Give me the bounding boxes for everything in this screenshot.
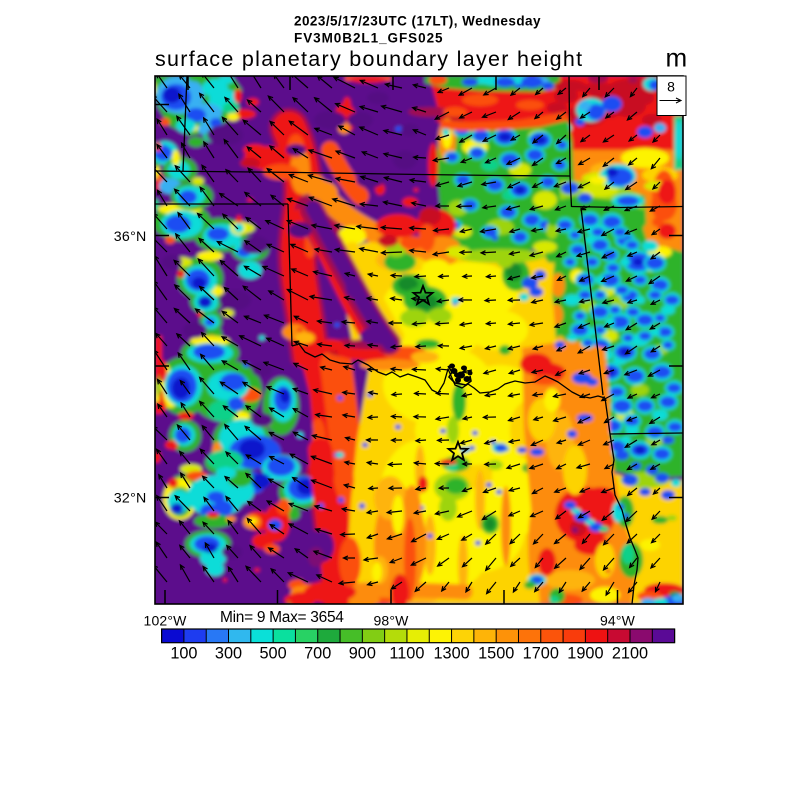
svg-text:Min= 9 Max= 3654: Min= 9 Max= 3654 [220,609,344,626]
svg-text:1700: 1700 [523,645,559,663]
svg-text:8: 8 [667,79,675,95]
svg-text:100: 100 [170,645,197,663]
svg-text:36°N: 36°N [114,229,147,245]
svg-text:FV3M0B2L1_GFS025: FV3M0B2L1_GFS025 [294,31,444,46]
svg-text:900: 900 [349,645,376,663]
svg-text:2023/5/17/23UTC (17LT), Wednes: 2023/5/17/23UTC (17LT), Wednesday [294,14,541,29]
svg-text:32°N: 32°N [114,491,147,507]
svg-text:94°W: 94°W [600,613,636,629]
svg-text:102°W: 102°W [144,613,188,629]
svg-text:1500: 1500 [478,645,514,663]
svg-text:500: 500 [260,645,287,663]
svg-text:300: 300 [215,645,242,663]
svg-text:2100: 2100 [612,645,648,663]
svg-text:1900: 1900 [567,645,603,663]
svg-text:1300: 1300 [433,645,469,663]
svg-text:1100: 1100 [389,645,424,663]
svg-text:m: m [666,43,688,73]
svg-text:surface planetary boundary lay: surface planetary boundary layer height [155,47,583,71]
svg-text:98°W: 98°W [374,613,410,629]
svg-text:700: 700 [304,645,331,663]
